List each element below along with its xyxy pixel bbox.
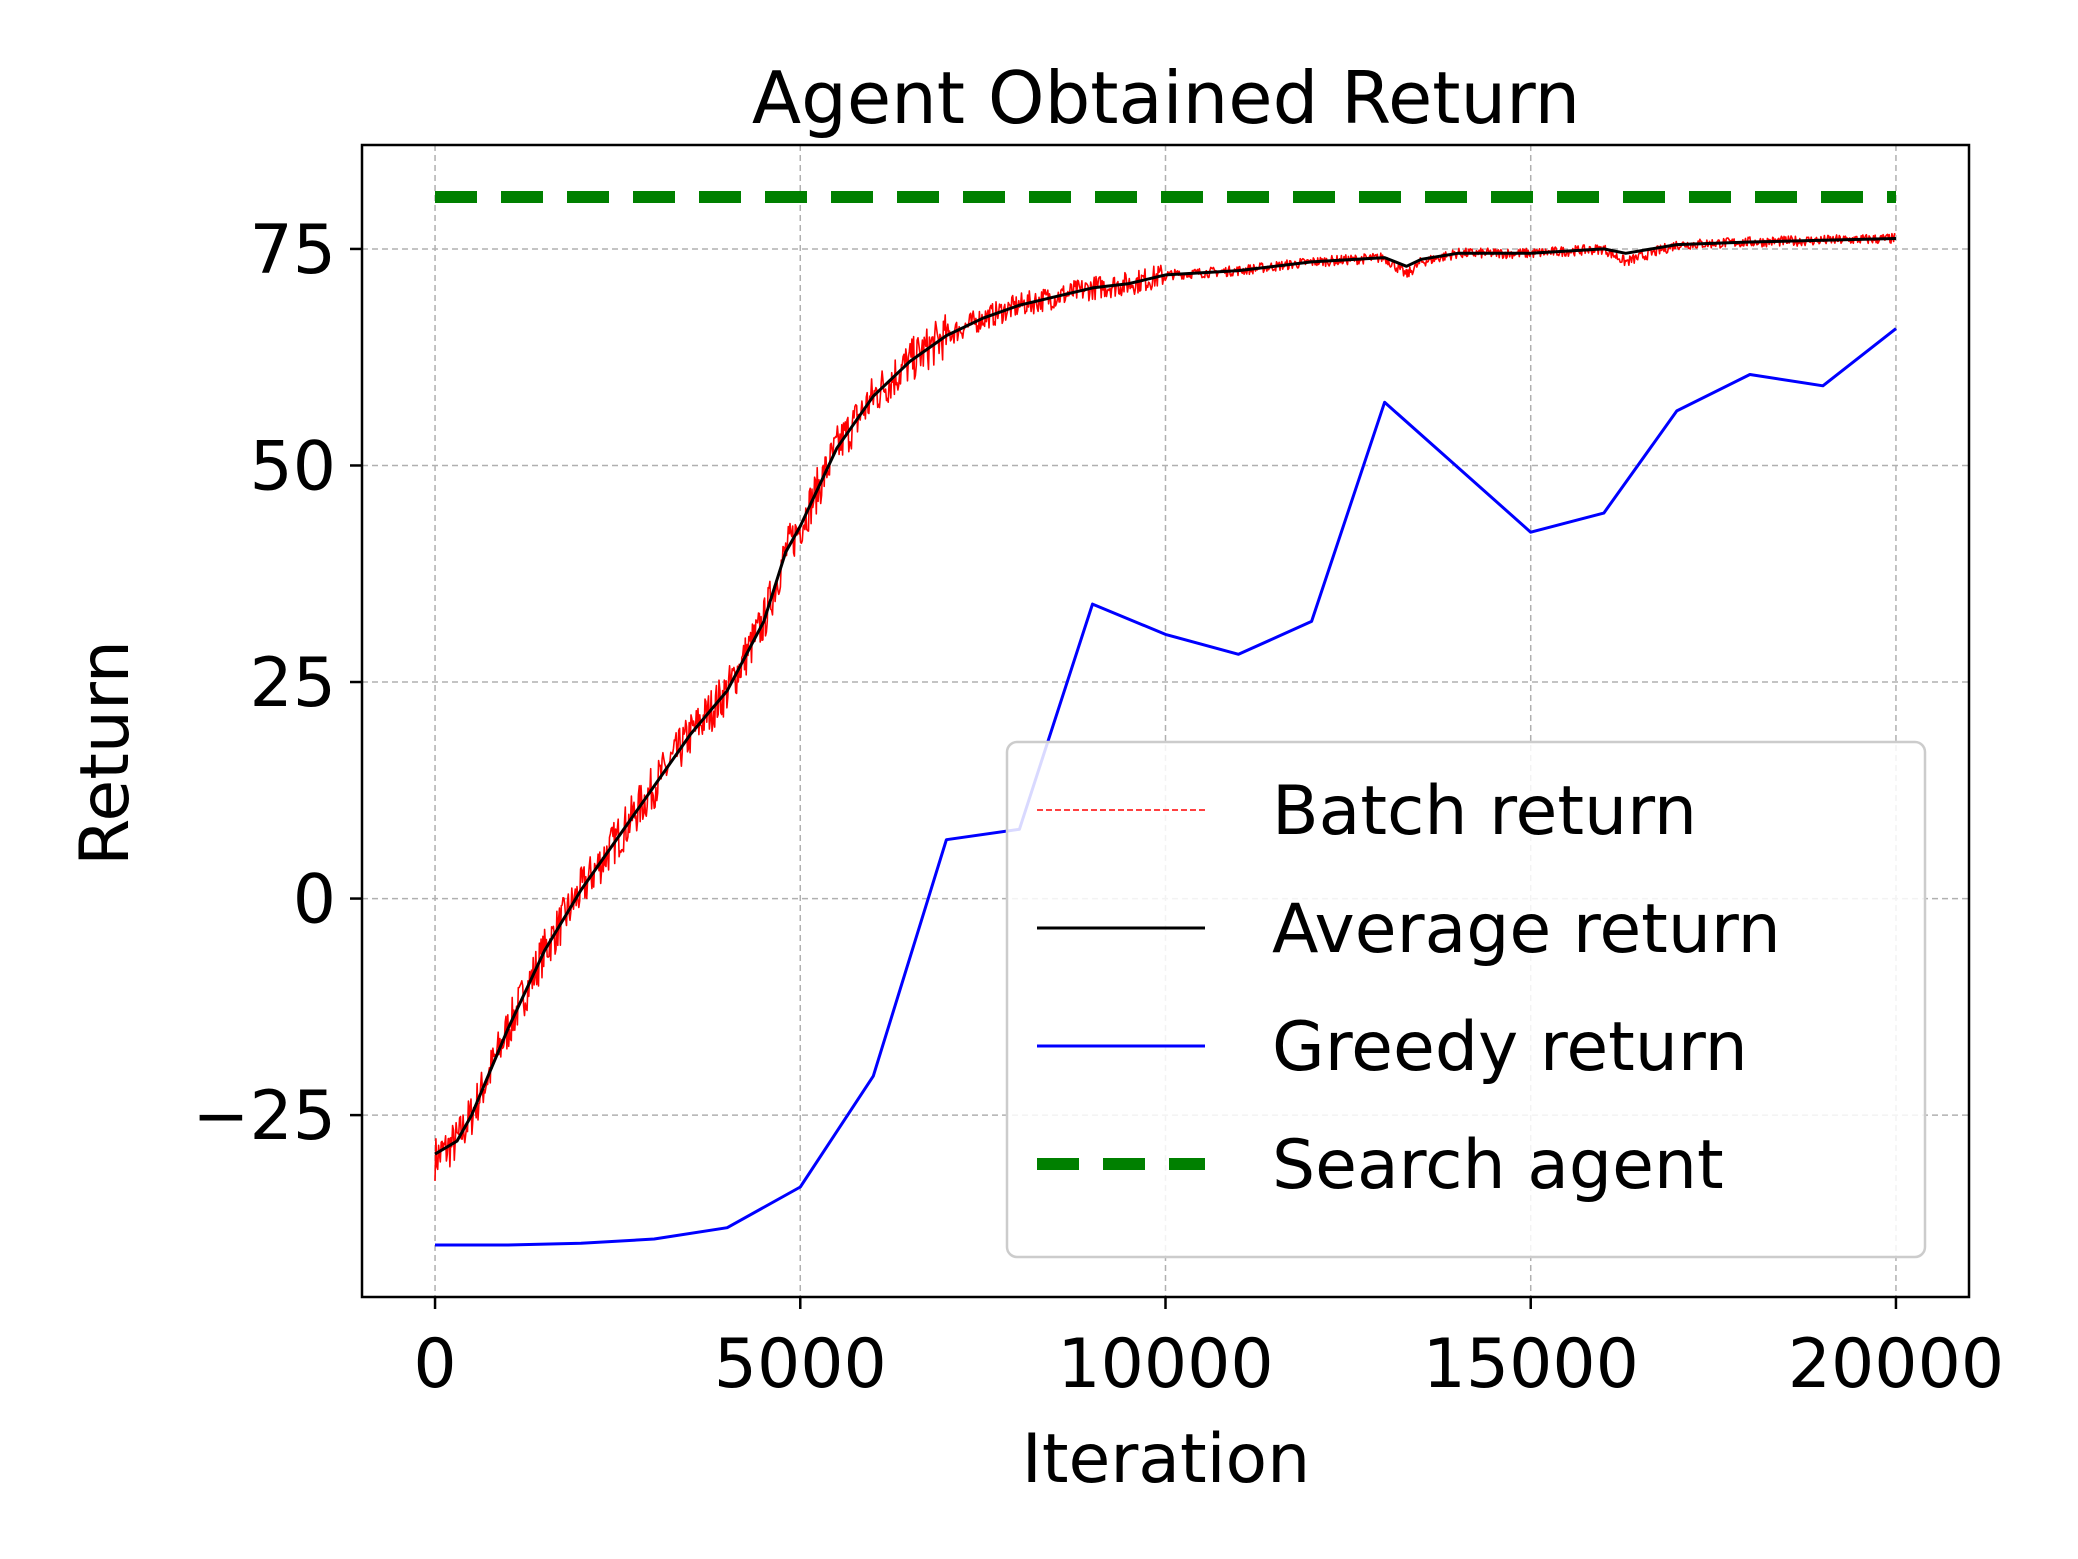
legend: Batch return Average return Greedy return S… <box>1005 740 1927 1259</box>
y-tick-label: 0 <box>293 861 336 940</box>
y-axis-label: Return <box>66 640 145 866</box>
x-tick-label: 20000 <box>1788 1325 2004 1404</box>
x-axis-label: Iteration <box>1022 1420 1310 1499</box>
legend-label-search-agent: Search agent <box>1272 1126 1724 1205</box>
legend-label-batch-return: Batch return <box>1272 772 1697 851</box>
x-ticks: 0 5000 10000 15000 20000 <box>413 1297 2004 1404</box>
batch-return-line <box>434 232 1896 1181</box>
y-ticks: −25 0 25 50 75 <box>192 211 362 1156</box>
greedy-return-line <box>435 327 1897 1247</box>
x-tick-label: 10000 <box>1057 1325 1273 1404</box>
y-tick-label: 25 <box>249 644 336 723</box>
x-tick-label: 15000 <box>1423 1325 1639 1404</box>
x-tick-label: 0 <box>413 1325 456 1404</box>
y-tick-label: −25 <box>192 1077 336 1156</box>
y-tick-label: 50 <box>249 427 336 506</box>
series-layer <box>434 191 1897 1247</box>
legend-label-greedy-return: Greedy return <box>1272 1008 1748 1087</box>
average-return-line <box>434 237 1897 1156</box>
legend-label-average-return: Average return <box>1272 890 1781 969</box>
x-tick-label: 5000 <box>714 1325 887 1404</box>
y-tick-label: 75 <box>249 211 336 290</box>
legend-box <box>1005 740 1927 1259</box>
chart-title: Agent Obtained Return <box>752 56 1580 140</box>
